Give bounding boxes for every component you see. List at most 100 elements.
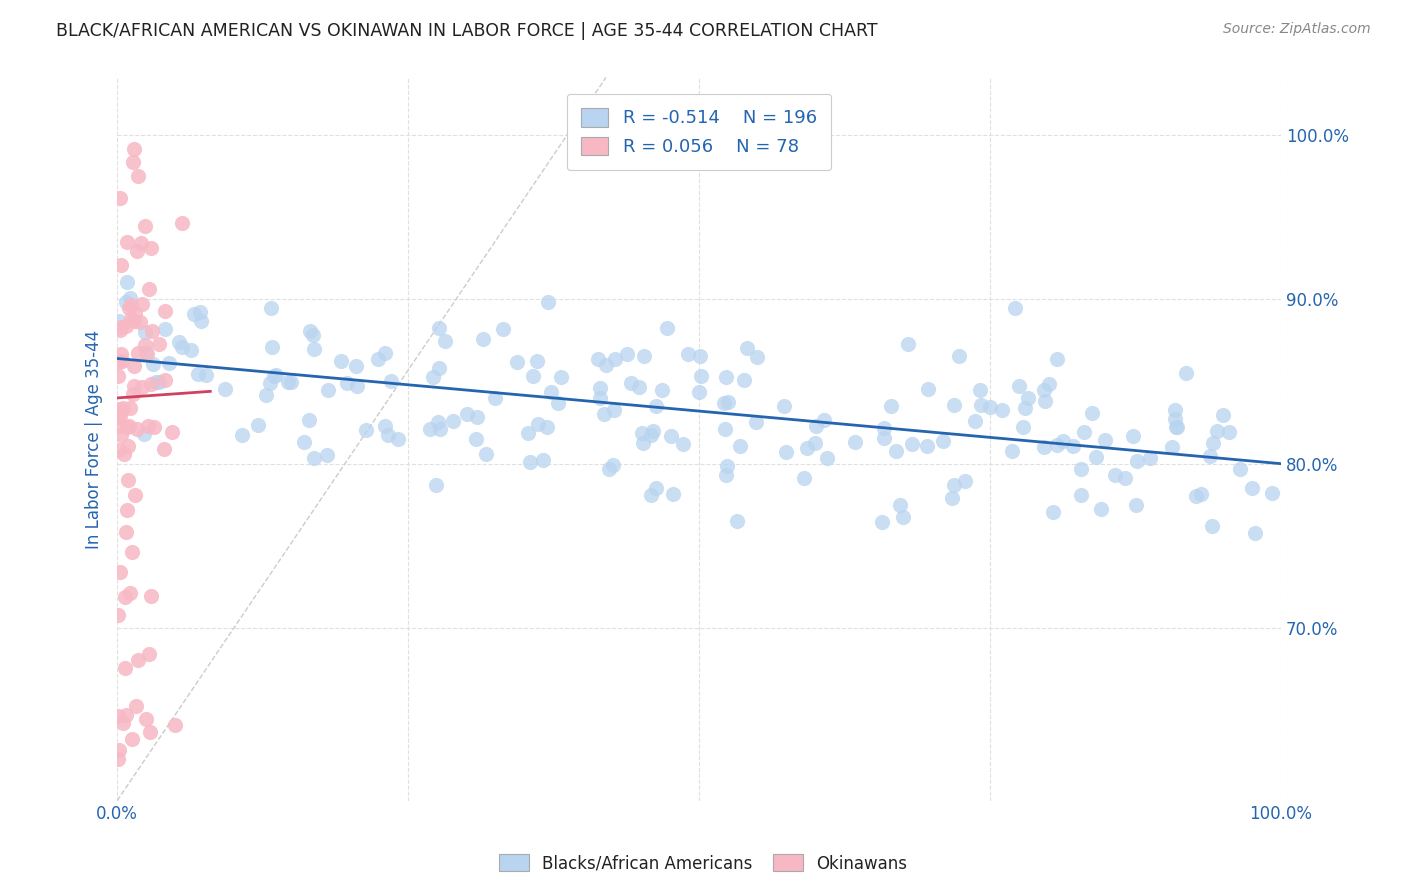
Point [1052,434,1074,449]
Point [117,419,139,434]
Point [547,396,569,410]
Point [844,434,866,449]
Point [1001,444,1024,458]
Point [1046,351,1069,366]
Point [1004,301,1026,315]
Point [125,244,148,259]
Point [689,349,711,363]
Point [873,421,896,435]
Point [1199,450,1222,464]
Point [589,381,612,395]
Point [190,314,212,328]
Point [688,385,710,400]
Point [117,474,139,488]
Point [344,359,367,374]
Point [170,340,193,354]
Point [107,752,129,766]
Point [139,589,162,603]
Point [387,432,409,446]
Point [122,359,145,373]
Point [943,478,966,492]
Point [263,368,285,383]
Point [943,398,966,412]
Point [374,419,396,434]
Point [603,403,626,417]
Point [111,354,134,368]
Point [107,369,129,384]
Point [121,732,143,747]
Point [145,375,167,389]
Point [1104,467,1126,482]
Point [953,474,976,488]
Point [643,424,665,438]
Point [804,418,827,433]
Point [1161,440,1184,454]
Point [429,422,451,436]
Point [122,379,145,393]
Point [120,401,142,416]
Point [316,448,339,462]
Point [427,415,450,429]
Point [108,323,131,337]
Point [1038,376,1060,391]
Point [115,318,138,333]
Point [115,275,138,289]
Point [522,368,544,383]
Point [108,409,131,424]
Point [110,319,132,334]
Point [131,297,153,311]
Point [277,375,299,389]
Point [1011,420,1033,434]
Point [714,422,737,436]
Point [304,342,326,356]
Point [889,498,911,512]
Point [246,417,269,432]
Point [107,709,129,723]
Point [1073,425,1095,439]
Point [131,380,153,394]
Point [1008,379,1031,393]
Point [745,351,768,365]
Point [1017,391,1039,405]
Point [1114,471,1136,485]
Point [716,467,738,482]
Point [148,375,170,389]
Point [118,419,141,434]
Point [1070,462,1092,476]
Point [302,328,325,343]
Point [1164,420,1187,434]
Point [465,410,488,425]
Point [796,441,818,455]
Point [1175,366,1198,380]
Point [1033,440,1056,454]
Point [377,427,399,442]
Point [127,653,149,667]
Point [136,347,159,361]
Point [134,219,156,234]
Point [602,458,624,473]
Point [157,356,180,370]
Point [114,590,136,604]
Point [117,439,139,453]
Point [127,346,149,360]
Point [136,419,159,434]
Point [121,545,143,559]
Point [118,585,141,599]
Point [633,436,655,450]
Point [690,368,713,383]
Legend: Blacks/African Americans, Okinawans: Blacks/African Americans, Okinawans [492,847,914,880]
Point [540,385,562,400]
Point [118,291,141,305]
Point [112,715,135,730]
Point [870,515,893,529]
Point [979,400,1001,414]
Point [969,398,991,412]
Point [815,450,838,465]
Point [716,458,738,473]
Point [813,412,835,426]
Point [298,324,321,338]
Point [1261,486,1284,500]
Point [531,453,554,467]
Point [139,376,162,391]
Point [143,419,166,434]
